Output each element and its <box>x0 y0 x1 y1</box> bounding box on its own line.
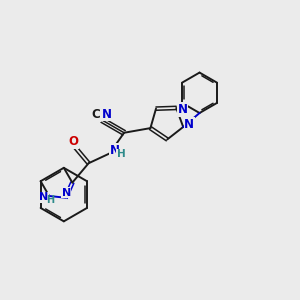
Text: N: N <box>39 193 48 202</box>
Text: O: O <box>69 136 79 148</box>
Text: N: N <box>102 108 112 121</box>
Text: N: N <box>61 188 71 198</box>
Text: H: H <box>46 195 54 205</box>
Text: C: C <box>91 108 100 121</box>
Text: N: N <box>184 118 194 130</box>
Text: H: H <box>116 149 125 159</box>
Text: N: N <box>110 144 120 157</box>
Text: N: N <box>178 103 188 116</box>
